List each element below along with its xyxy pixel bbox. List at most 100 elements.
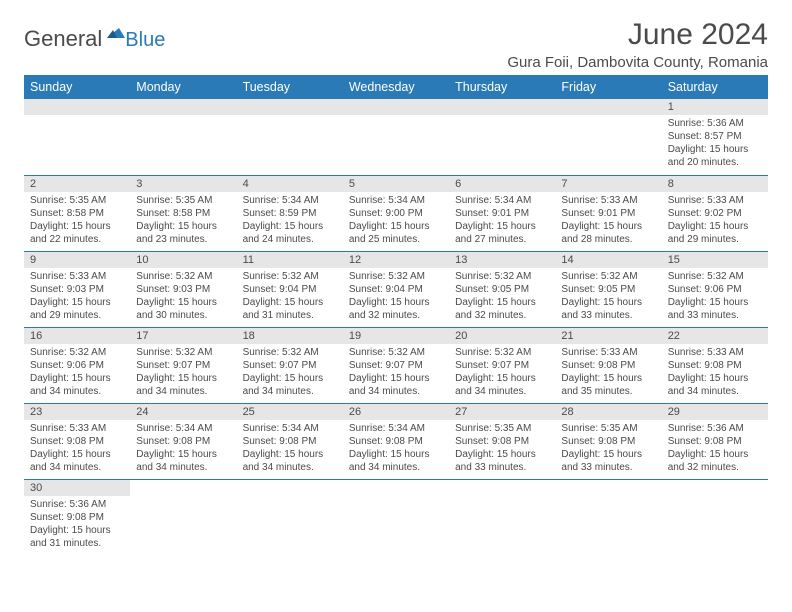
calendar-cell: 4Sunrise: 5:34 AMSunset: 8:59 PMDaylight… [237, 175, 343, 251]
calendar-cell: 30Sunrise: 5:36 AMSunset: 9:08 PMDayligh… [24, 479, 130, 555]
day-number: 10 [130, 252, 236, 268]
day-number: 29 [662, 404, 768, 420]
day-details: Sunrise: 5:34 AMSunset: 9:08 PMDaylight:… [130, 420, 236, 478]
day-details: Sunrise: 5:34 AMSunset: 9:08 PMDaylight:… [237, 420, 343, 478]
flag-icon [107, 24, 125, 38]
brand-logo: General Blue [24, 18, 165, 52]
calendar-cell [130, 479, 236, 555]
calendar-cell: 10Sunrise: 5:32 AMSunset: 9:03 PMDayligh… [130, 251, 236, 327]
day-details: Sunrise: 5:32 AMSunset: 9:07 PMDaylight:… [237, 344, 343, 402]
weekday-monday: Monday [130, 75, 236, 99]
day-details: Sunrise: 5:35 AMSunset: 9:08 PMDaylight:… [555, 420, 661, 478]
weekday-tuesday: Tuesday [237, 75, 343, 99]
calendar-cell: 21Sunrise: 5:33 AMSunset: 9:08 PMDayligh… [555, 327, 661, 403]
calendar-cell: 18Sunrise: 5:32 AMSunset: 9:07 PMDayligh… [237, 327, 343, 403]
day-number: 22 [662, 328, 768, 344]
day-details: Sunrise: 5:32 AMSunset: 9:05 PMDaylight:… [449, 268, 555, 326]
day-details: Sunrise: 5:34 AMSunset: 9:08 PMDaylight:… [343, 420, 449, 478]
calendar-cell: 6Sunrise: 5:34 AMSunset: 9:01 PMDaylight… [449, 175, 555, 251]
title-block: June 2024 Gura Foii, Dambovita County, R… [507, 18, 768, 71]
day-number: 6 [449, 176, 555, 192]
calendar-row: 30Sunrise: 5:36 AMSunset: 9:08 PMDayligh… [24, 479, 768, 555]
calendar-cell: 15Sunrise: 5:32 AMSunset: 9:06 PMDayligh… [662, 251, 768, 327]
day-details: Sunrise: 5:33 AMSunset: 9:01 PMDaylight:… [555, 192, 661, 250]
day-number: 5 [343, 176, 449, 192]
day-number: 24 [130, 404, 236, 420]
day-details: Sunrise: 5:33 AMSunset: 9:08 PMDaylight:… [24, 420, 130, 478]
calendar-cell: 13Sunrise: 5:32 AMSunset: 9:05 PMDayligh… [449, 251, 555, 327]
calendar-cell [555, 479, 661, 555]
day-number: 9 [24, 252, 130, 268]
day-number: 18 [237, 328, 343, 344]
calendar-cell: 3Sunrise: 5:35 AMSunset: 8:58 PMDaylight… [130, 175, 236, 251]
calendar-cell [449, 99, 555, 175]
day-number: 23 [24, 404, 130, 420]
calendar-cell: 29Sunrise: 5:36 AMSunset: 9:08 PMDayligh… [662, 403, 768, 479]
brand-general: General [24, 26, 102, 52]
weekday-sunday: Sunday [24, 75, 130, 99]
day-number: 14 [555, 252, 661, 268]
weekday-header-row: Sunday Monday Tuesday Wednesday Thursday… [24, 75, 768, 99]
calendar-cell: 27Sunrise: 5:35 AMSunset: 9:08 PMDayligh… [449, 403, 555, 479]
calendar-row: 2Sunrise: 5:35 AMSunset: 8:58 PMDaylight… [24, 175, 768, 251]
day-number-empty [449, 99, 555, 115]
calendar-cell [237, 479, 343, 555]
day-number: 26 [343, 404, 449, 420]
calendar-cell: 2Sunrise: 5:35 AMSunset: 8:58 PMDaylight… [24, 175, 130, 251]
calendar-row: 23Sunrise: 5:33 AMSunset: 9:08 PMDayligh… [24, 403, 768, 479]
calendar-cell [237, 99, 343, 175]
calendar-cell: 26Sunrise: 5:34 AMSunset: 9:08 PMDayligh… [343, 403, 449, 479]
day-number: 16 [24, 328, 130, 344]
month-title: June 2024 [507, 18, 768, 52]
calendar-cell: 14Sunrise: 5:32 AMSunset: 9:05 PMDayligh… [555, 251, 661, 327]
day-number: 19 [343, 328, 449, 344]
calendar-cell [662, 479, 768, 555]
calendar-cell: 19Sunrise: 5:32 AMSunset: 9:07 PMDayligh… [343, 327, 449, 403]
day-number: 27 [449, 404, 555, 420]
day-details: Sunrise: 5:32 AMSunset: 9:07 PMDaylight:… [449, 344, 555, 402]
day-details: Sunrise: 5:32 AMSunset: 9:06 PMDaylight:… [662, 268, 768, 326]
day-number: 28 [555, 404, 661, 420]
day-number: 20 [449, 328, 555, 344]
day-number: 21 [555, 328, 661, 344]
day-number: 8 [662, 176, 768, 192]
day-number: 30 [24, 480, 130, 496]
day-details: Sunrise: 5:32 AMSunset: 9:04 PMDaylight:… [237, 268, 343, 326]
day-details: Sunrise: 5:35 AMSunset: 9:08 PMDaylight:… [449, 420, 555, 478]
day-number-empty [237, 99, 343, 115]
day-details: Sunrise: 5:32 AMSunset: 9:04 PMDaylight:… [343, 268, 449, 326]
day-number: 12 [343, 252, 449, 268]
weekday-friday: Friday [555, 75, 661, 99]
calendar-cell [343, 479, 449, 555]
day-details: Sunrise: 5:35 AMSunset: 8:58 PMDaylight:… [130, 192, 236, 250]
day-number: 11 [237, 252, 343, 268]
day-number: 25 [237, 404, 343, 420]
calendar-cell [449, 479, 555, 555]
day-number: 1 [662, 99, 768, 115]
day-details: Sunrise: 5:36 AMSunset: 9:08 PMDaylight:… [24, 496, 130, 554]
calendar-cell: 12Sunrise: 5:32 AMSunset: 9:04 PMDayligh… [343, 251, 449, 327]
day-details: Sunrise: 5:32 AMSunset: 9:06 PMDaylight:… [24, 344, 130, 402]
day-details: Sunrise: 5:36 AMSunset: 8:57 PMDaylight:… [662, 115, 768, 173]
calendar-cell [555, 99, 661, 175]
calendar-cell: 20Sunrise: 5:32 AMSunset: 9:07 PMDayligh… [449, 327, 555, 403]
calendar-cell: 11Sunrise: 5:32 AMSunset: 9:04 PMDayligh… [237, 251, 343, 327]
day-details: Sunrise: 5:34 AMSunset: 9:01 PMDaylight:… [449, 192, 555, 250]
day-details: Sunrise: 5:32 AMSunset: 9:07 PMDaylight:… [343, 344, 449, 402]
day-details: Sunrise: 5:32 AMSunset: 9:03 PMDaylight:… [130, 268, 236, 326]
calendar-cell: 1Sunrise: 5:36 AMSunset: 8:57 PMDaylight… [662, 99, 768, 175]
calendar-row: 1Sunrise: 5:36 AMSunset: 8:57 PMDaylight… [24, 99, 768, 175]
day-number-empty [343, 99, 449, 115]
calendar-cell [130, 99, 236, 175]
calendar-cell: 7Sunrise: 5:33 AMSunset: 9:01 PMDaylight… [555, 175, 661, 251]
day-number: 13 [449, 252, 555, 268]
calendar-row: 16Sunrise: 5:32 AMSunset: 9:06 PMDayligh… [24, 327, 768, 403]
calendar-cell: 23Sunrise: 5:33 AMSunset: 9:08 PMDayligh… [24, 403, 130, 479]
day-details: Sunrise: 5:33 AMSunset: 9:08 PMDaylight:… [662, 344, 768, 402]
weekday-thursday: Thursday [449, 75, 555, 99]
day-details: Sunrise: 5:33 AMSunset: 9:02 PMDaylight:… [662, 192, 768, 250]
location-text: Gura Foii, Dambovita County, Romania [507, 54, 768, 71]
day-details: Sunrise: 5:32 AMSunset: 9:05 PMDaylight:… [555, 268, 661, 326]
day-number: 7 [555, 176, 661, 192]
day-number: 17 [130, 328, 236, 344]
